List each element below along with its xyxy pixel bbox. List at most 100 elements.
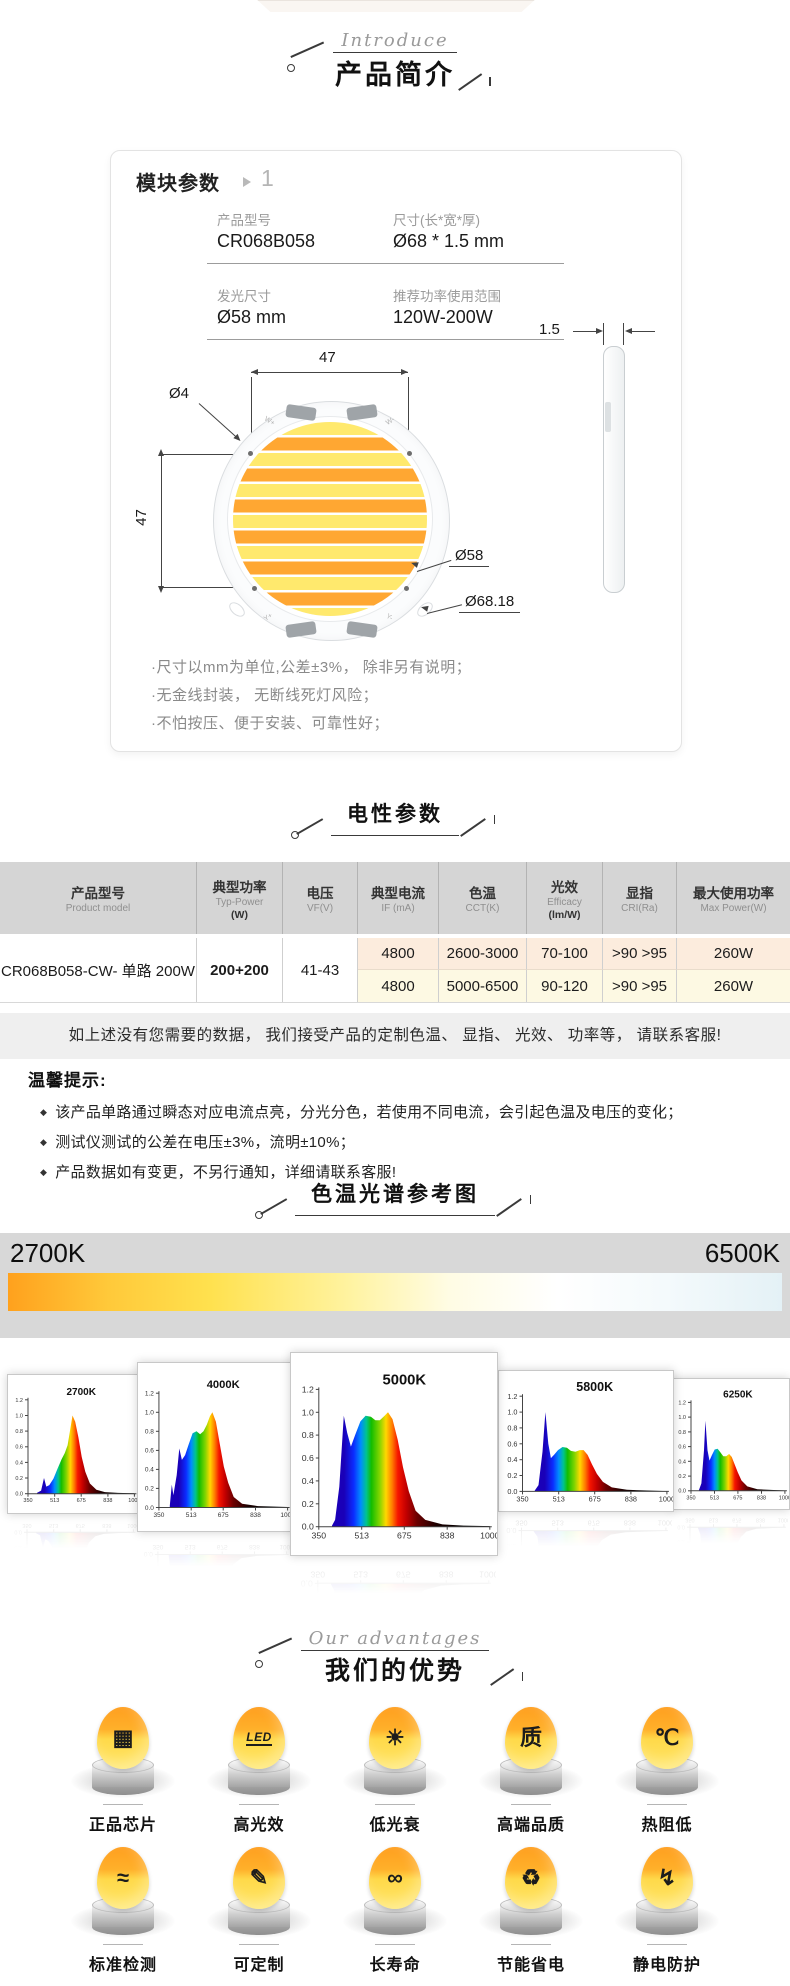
svg-text:513: 513: [710, 1495, 719, 1501]
svg-text:0.2: 0.2: [301, 1601, 313, 1605]
svg-text:0.0: 0.0: [302, 1522, 314, 1532]
cct-gradient-bar: [8, 1273, 782, 1311]
podium: LED: [204, 1706, 314, 1800]
svg-text:0.2: 0.2: [144, 1569, 153, 1576]
header-line-decoration: [260, 1197, 287, 1214]
extension-line: [603, 323, 604, 345]
svg-text:0.6: 0.6: [507, 1439, 517, 1448]
electrical-table-body: CR068B058-CW- 单路 200W 200+200 41-43 4800…: [0, 938, 790, 1003]
svg-text:0.6: 0.6: [302, 1453, 314, 1463]
cell-voltage: 41-43: [283, 938, 358, 1002]
screw-hole: [248, 451, 253, 456]
svg-text:513: 513: [552, 1518, 564, 1527]
svg-text:838: 838: [103, 1498, 112, 1504]
leader-line: [198, 403, 238, 439]
podium: ✎: [204, 1846, 314, 1940]
svg-text:1.0: 1.0: [507, 1408, 517, 1417]
svg-text:350: 350: [153, 1512, 164, 1519]
advantage-label: 节能省电: [496, 1957, 565, 1974]
long-life-icon: ∞: [369, 1847, 421, 1909]
svg-text:838: 838: [757, 1495, 766, 1501]
cell-power: 200+200: [197, 938, 283, 1002]
led-icon: LED: [233, 1707, 285, 1769]
svg-text:513: 513: [185, 1543, 196, 1550]
advantage-label: 低光衰: [369, 1817, 421, 1834]
column-header: 典型功率 Typ-Power (W): [197, 862, 283, 934]
svg-text:350: 350: [152, 1543, 163, 1550]
podium: ↯: [612, 1846, 722, 1940]
intro-script: Introduce: [333, 30, 457, 53]
extension-line: [408, 377, 409, 443]
header-pen-line: [457, 72, 482, 90]
svg-text:1000: 1000: [779, 1495, 789, 1501]
divider: [647, 1944, 687, 1945]
spec-value: CR068B058: [217, 231, 316, 251]
divider: [103, 1804, 143, 1805]
dim-line: [631, 331, 655, 332]
podium: ▦: [68, 1706, 178, 1800]
dim-line: [161, 454, 162, 588]
svg-text:1.0: 1.0: [302, 1407, 314, 1417]
cct-low-label: 2700K: [10, 1238, 86, 1268]
cell-current: 4800: [358, 938, 439, 970]
svg-text:1.2: 1.2: [15, 1398, 23, 1404]
module-parameters-card: 模块参数 1 产品型号 CR068B058 尺寸(长*宽*厚) Ø68 * 1.…: [110, 150, 682, 752]
extension-line: [161, 587, 245, 588]
svg-text:675: 675: [588, 1518, 600, 1527]
spec-label: 推荐功率使用范围: [393, 289, 501, 304]
electrical-table: 产品型号 Product model 典型功率 Typ-Power (W) 电压 VF(…: [0, 862, 790, 1004]
dim-les-label: Ø58: [449, 547, 490, 567]
module-note: ·尺寸以mm为单位,公差±3%， 除非另有说明；: [151, 659, 472, 676]
svg-text:0.4: 0.4: [507, 1455, 517, 1464]
svg-text:0.2: 0.2: [506, 1542, 516, 1551]
divider: [647, 1804, 687, 1805]
solder-pad: [346, 403, 378, 422]
svg-text:0.6: 0.6: [15, 1445, 23, 1451]
standard-test-magnifier-icon: ≈: [97, 1847, 149, 1909]
divider: [207, 263, 564, 264]
cell-cct: 2600-3000: [439, 938, 527, 970]
module-note: ·不怕按压、便于安装、可靠性好；: [151, 715, 389, 732]
cell-max-power: 260W: [677, 970, 790, 1002]
dim-top-label: 47: [319, 349, 336, 366]
podium: 质: [476, 1706, 586, 1800]
pad-label: Y+: [262, 612, 274, 623]
advantages-title: 我们的优势: [324, 1657, 465, 1685]
podium: ≈: [68, 1846, 178, 1940]
header-dot-decoration: [287, 64, 296, 72]
energy-saving-icon: ♻: [505, 1847, 557, 1909]
esd-protection-shield-icon: ↯: [641, 1847, 693, 1909]
svg-text:5000K: 5000K: [382, 1372, 426, 1388]
svg-text:675: 675: [732, 1517, 741, 1523]
low-decay-bulb-icon: ☀: [369, 1707, 421, 1769]
svg-text:0.2: 0.2: [14, 1544, 22, 1550]
svg-text:0.2: 0.2: [15, 1476, 23, 1482]
svg-text:0.8: 0.8: [678, 1430, 686, 1436]
svg-text:0.0: 0.0: [678, 1489, 686, 1495]
svg-text:350: 350: [22, 1522, 31, 1528]
svg-text:0.2: 0.2: [507, 1471, 517, 1480]
advantages-script: Our advantages: [300, 1628, 490, 1651]
advantage-label: 高光效: [233, 1817, 285, 1834]
svg-text:513: 513: [186, 1512, 197, 1519]
dim-line: [573, 331, 597, 332]
solder-pad: [285, 620, 317, 639]
tip-item: ◆ 产品数据如有变更，不另行通知，详细请联系客服!: [40, 1164, 397, 1181]
svg-text:838: 838: [756, 1517, 765, 1523]
column-header: 色温 CCT(K): [439, 862, 527, 934]
dim-thickness-label: 1.5: [539, 321, 560, 338]
tips-block: 温馨提示: ◆ 该产品单路通过瞬态对应电流点亮，分光分色，若使用不同电流，会引起色…: [28, 1066, 762, 1191]
spec-value: Ø58 mm: [217, 307, 287, 327]
module-side-view: [603, 346, 625, 593]
screw-hole: [252, 586, 257, 591]
svg-text:0.8: 0.8: [15, 1429, 23, 1435]
electrical-title: 电性参数: [331, 798, 459, 836]
chart-reflection: 5000K0.00.20.40.60.81.01.235051367583810…: [290, 1555, 496, 1605]
svg-text:513: 513: [49, 1522, 58, 1528]
chart-reflection: 4000K0.00.20.40.60.81.01.235051367583810…: [137, 1531, 292, 1577]
advantage-item: ∞ 长寿命: [327, 1846, 463, 1986]
advantage-label: 高端品质: [496, 1817, 565, 1834]
svg-text:513: 513: [353, 1570, 368, 1580]
svg-text:838: 838: [440, 1530, 455, 1540]
column-header: 产品型号 Product model: [0, 862, 197, 934]
